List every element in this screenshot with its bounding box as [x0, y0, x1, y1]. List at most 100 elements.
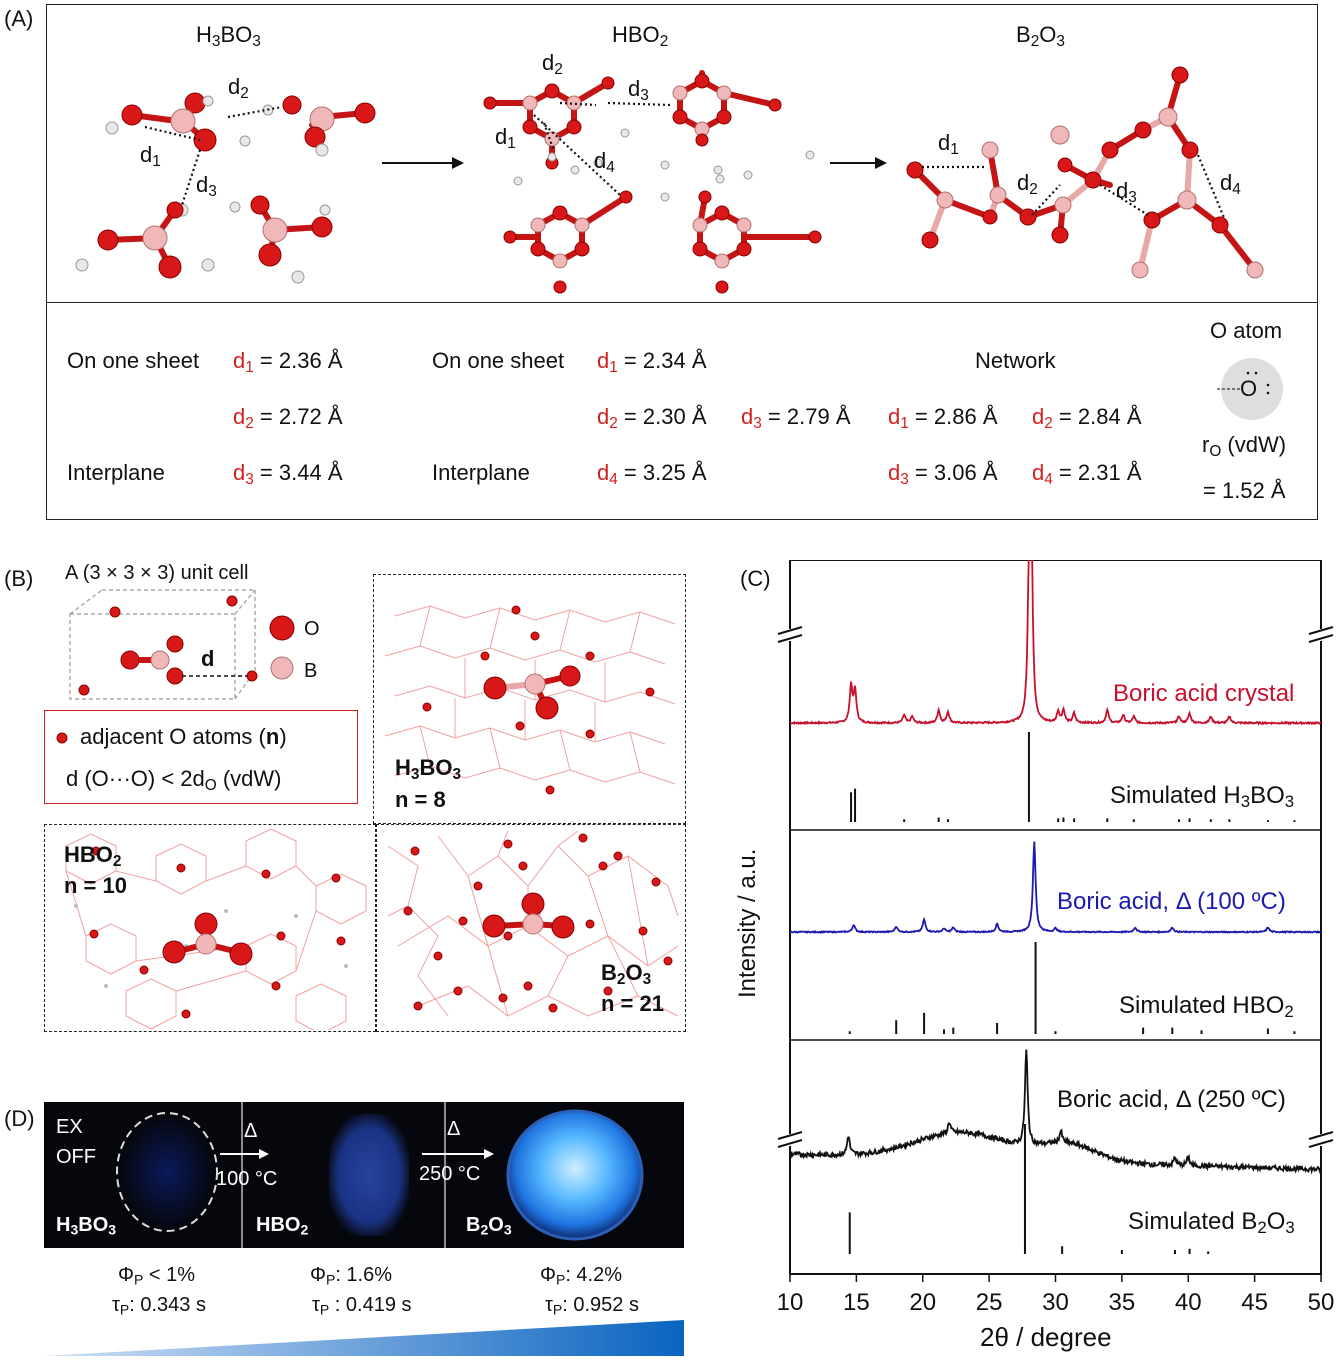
ex-line2: OFF: [56, 1146, 96, 1168]
trace-label-crystal: Boric acid crystal: [1113, 680, 1295, 707]
x-tick-label: 15: [843, 1289, 870, 1316]
arrow1-delta: Δ: [244, 1120, 258, 1142]
hbo2-box: [44, 824, 376, 1032]
x-tick-label: 25: [976, 1289, 1003, 1316]
title-h3bo3: H3BO3: [196, 22, 261, 51]
hbo2-n: n = 10: [64, 873, 127, 898]
a-b2o3-d3: d3: [1116, 178, 1137, 206]
qy-h3bo3: ΦP < 1%: [118, 1264, 196, 1288]
a-hbo2-d1: d1: [495, 124, 516, 152]
d-label: d: [201, 646, 215, 671]
panel-a-label: (A): [4, 6, 34, 31]
x-tick-label: 35: [1109, 1289, 1136, 1316]
arrow1-temp: 100 °C: [216, 1168, 278, 1190]
arrow2-temp: 250 °C: [419, 1163, 481, 1185]
col2-d3: d3 = 2.79 Å: [741, 404, 851, 432]
title-hbo2: HBO2: [612, 22, 669, 50]
criterion-line1: adjacent O atoms (n): [80, 724, 287, 749]
col2-row3-label: Interplane: [432, 460, 530, 485]
xrd-ylabel-text: Intensity / a.u.: [734, 848, 761, 998]
a-hbo2-d3: d3: [628, 76, 649, 104]
col3-d2: d2 = 2.84 Å: [1032, 404, 1142, 432]
x-tick-label: 30: [1042, 1289, 1069, 1316]
col1-row3-label: Interplane: [67, 460, 165, 485]
h3bo3-box: [373, 574, 686, 824]
photo-strip: [44, 1102, 684, 1248]
a-h3bo3-d3: d3: [196, 172, 217, 200]
hbo2-structure: [483, 70, 822, 294]
arrow-2: [830, 157, 887, 169]
h3bo3-structure: [75, 92, 376, 284]
trace-label-sim-h3bo3: Simulated H3BO3: [1110, 782, 1295, 812]
b2o3-network: [387, 830, 679, 1017]
x-tick-label: 10: [777, 1289, 804, 1316]
legend-o: O: [304, 618, 320, 640]
oatom-title: O atom: [1210, 318, 1283, 343]
gradient-wedge: [44, 1320, 684, 1356]
a-h3bo3-d2: d2: [228, 74, 249, 102]
oatom-radius-value: = 1.52 Å: [1203, 478, 1286, 503]
axis-break-mark: [1308, 1131, 1334, 1140]
arrow2-delta: Δ: [447, 1118, 461, 1140]
photo-name-h3bo3: H3BO3: [56, 1214, 117, 1238]
a-b2o3-d2: d2: [1017, 170, 1038, 198]
trace-label-heated100: Boric acid, Δ (100 ºC): [1057, 888, 1286, 915]
col3-d3: d3 = 3.06 Å: [888, 460, 998, 488]
x-tick-label: 50: [1308, 1289, 1335, 1316]
oatom-radius-label: rO (vdW): [1202, 432, 1287, 460]
x-tick-label: 20: [909, 1289, 936, 1316]
a-hbo2-d2: d2: [542, 50, 563, 78]
trace-label-sim-b2o3: Simulated B2O3: [1128, 1208, 1295, 1238]
col1-d3: d3 = 3.44 Å: [233, 460, 343, 488]
x-tick-label: 40: [1175, 1289, 1202, 1316]
panel-b-label: (B): [4, 566, 34, 591]
axis-break-mark: [777, 1131, 803, 1140]
col1-d1: d1 = 2.36 Å: [233, 348, 343, 376]
col2-d2: d2 = 2.30 Å: [597, 404, 707, 432]
arrow-1: [382, 157, 464, 169]
oatom-glyph: O: [1240, 376, 1258, 401]
x-tick-label: 45: [1241, 1289, 1268, 1316]
unit-cell-diagram: [69, 589, 295, 700]
axis-break-mark: [777, 634, 803, 643]
panel-d-label: (D): [4, 1106, 35, 1131]
panel-a-frame: [46, 4, 1318, 520]
col3-title: Network: [975, 348, 1056, 373]
h3bo3-network: [384, 605, 676, 795]
legend-b: B: [304, 660, 318, 682]
axis-break-mark: [1308, 626, 1334, 635]
axis-break-mark: [1308, 1139, 1334, 1148]
b2o3-name: B2O3: [601, 960, 652, 988]
hbo2-name: HBO2: [64, 842, 122, 870]
axis-break-mark: [777, 1139, 803, 1148]
xrd-xlabel: 2θ / degree: [980, 1322, 1112, 1352]
col2-row1-label: On one sheet: [432, 348, 565, 373]
a-h3bo3-d1: d1: [140, 142, 161, 170]
photo-graphics: [116, 1102, 644, 1248]
trace-label-heated250: Boric acid, Δ (250 ºC): [1057, 1086, 1286, 1113]
col3-d4: d4 = 2.31 Å: [1032, 460, 1142, 488]
oatom-graphic: [1217, 358, 1283, 420]
col2-d4: d4 = 3.25 Å: [597, 460, 707, 488]
qy-b2o3: ΦP: 4.2%: [540, 1264, 623, 1288]
trace-heated250: [789, 1049, 1322, 1175]
qy-hbo2: ΦP: 1.6%: [310, 1264, 393, 1288]
criterion-box: [44, 710, 358, 804]
col3-d1: d1 = 2.86 Å: [888, 404, 998, 432]
photo-name-b2o3: B2O3: [466, 1214, 512, 1238]
a-hbo2-d4: d4: [594, 148, 615, 176]
h3bo3-n: n = 8: [395, 787, 446, 812]
panel-a-divider: [46, 302, 1318, 303]
axis-break-mark: [777, 626, 803, 635]
a-b2o3-d1: d1: [938, 130, 959, 158]
b2o3-structure: [906, 66, 1264, 279]
small-o-icon: [56, 732, 68, 744]
col1-row1-label: On one sheet: [67, 348, 200, 373]
title-b2o3: B2O3: [1016, 22, 1065, 50]
xrd-chart: 10 15 20 25 30 35 40 45 50: [777, 560, 1335, 1316]
photo-name-hbo2: HBO2: [256, 1214, 309, 1238]
a-b2o3-d4: d4: [1220, 170, 1241, 198]
axis-break-mark: [1308, 634, 1334, 643]
criterion-line2: d (O···O) < 2dO (vdW): [66, 766, 282, 794]
panel-c-label: (C): [740, 566, 771, 591]
